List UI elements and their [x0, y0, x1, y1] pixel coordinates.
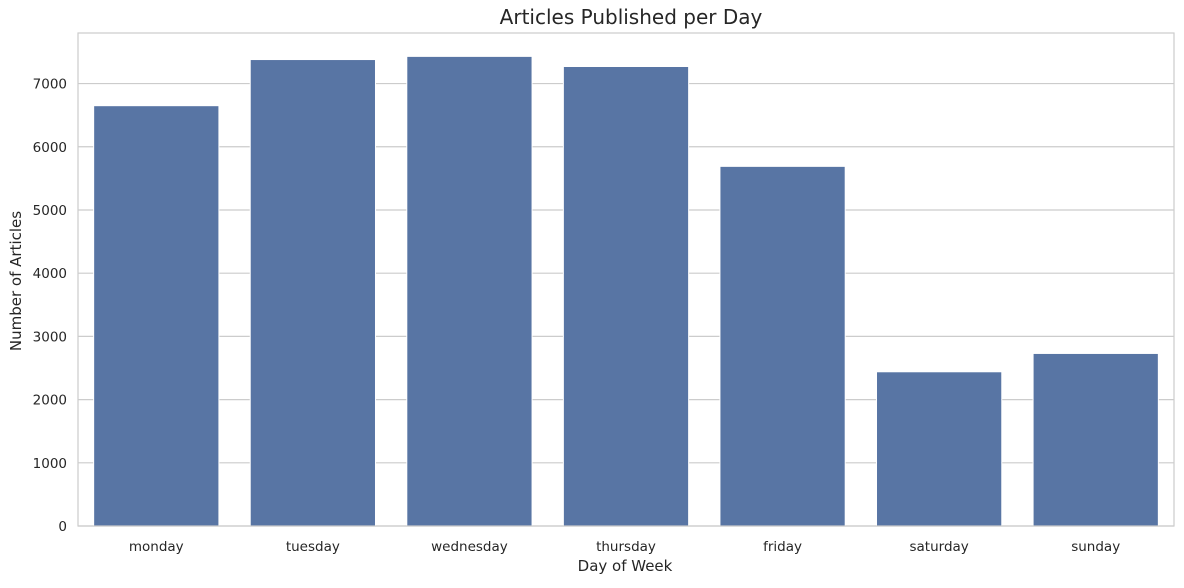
- y-tick-label: 0: [58, 519, 67, 535]
- bar-monday: [93, 105, 220, 527]
- bar-saturday: [876, 371, 1003, 527]
- y-axis-ticks: 0 1000 2000 3000 4000 5000 6000 7000: [33, 77, 67, 535]
- y-tick-label: 3000: [33, 329, 67, 345]
- chart-title: Articles Published per Day: [500, 5, 763, 29]
- y-tick-label: 4000: [33, 266, 67, 282]
- x-tick-label-sunday: sunday: [1071, 539, 1120, 555]
- x-tick-label-wednesday: wednesday: [431, 539, 508, 555]
- y-tick-label: 5000: [33, 203, 67, 219]
- plot-frame: [77, 32, 1175, 527]
- x-tick-label-monday: monday: [129, 539, 184, 555]
- bar-wednesday: [406, 55, 533, 527]
- bars: [93, 55, 1159, 527]
- bar-thursday: [562, 65, 690, 527]
- x-axis-ticks: monday tuesday wednesday thursday friday satu…: [129, 539, 1120, 555]
- bar-sunday: [1032, 352, 1159, 527]
- y-tick-label: 1000: [33, 456, 67, 472]
- y-tick-label: 7000: [33, 77, 67, 93]
- y-tick-label: 2000: [33, 393, 67, 409]
- x-tick-label-saturday: saturday: [909, 539, 968, 555]
- y-axis-label: Number of Articles: [7, 211, 25, 351]
- x-tick-label-thursday: thursday: [596, 539, 656, 555]
- bar-friday: [719, 165, 846, 527]
- bar-tuesday: [249, 59, 376, 527]
- x-tick-label-tuesday: tuesday: [286, 539, 340, 555]
- y-tick-label: 6000: [33, 140, 67, 156]
- x-axis-label: Day of Week: [578, 557, 673, 575]
- x-tick-label-friday: friday: [763, 539, 802, 555]
